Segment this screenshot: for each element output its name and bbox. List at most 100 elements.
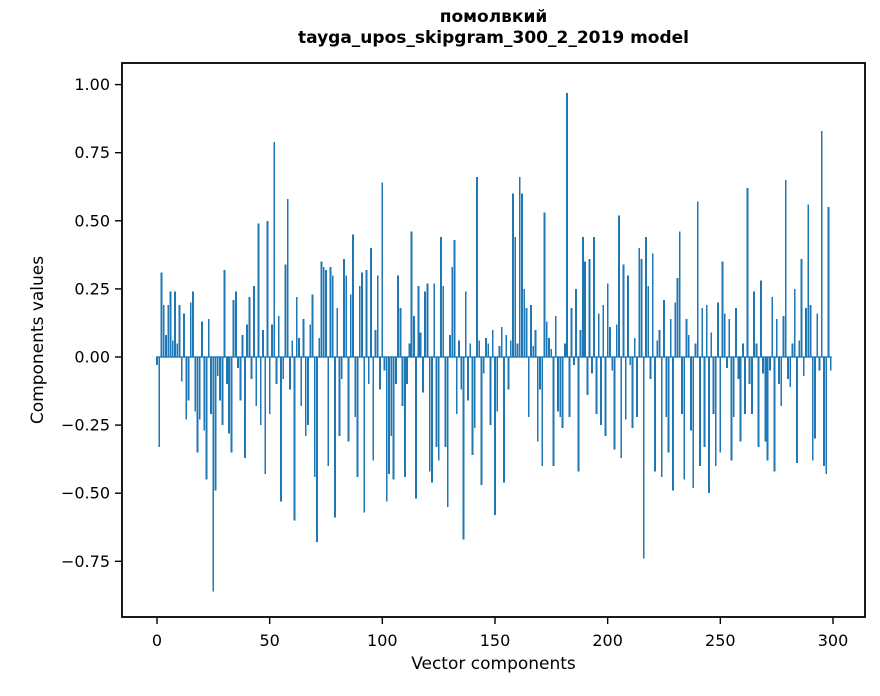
- bar: [735, 307, 737, 357]
- bar: [397, 275, 399, 357]
- bar: [406, 357, 409, 385]
- y-tick-label: −0.75: [61, 552, 110, 571]
- bar: [595, 357, 598, 415]
- bar: [255, 357, 258, 407]
- bar: [618, 215, 620, 357]
- bar: [367, 357, 370, 385]
- bar: [692, 357, 695, 488]
- bar: [638, 248, 641, 357]
- y-tick-label: −0.50: [61, 484, 110, 503]
- bar: [284, 264, 287, 357]
- bar: [327, 357, 330, 466]
- bar: [343, 258, 345, 357]
- bar: [613, 357, 616, 450]
- bar: [701, 307, 704, 357]
- bar: [714, 357, 717, 466]
- bar: [584, 261, 587, 357]
- bar: [825, 357, 828, 475]
- bar: [816, 313, 819, 357]
- bar: [512, 193, 514, 357]
- bar: [687, 335, 690, 357]
- bar: [307, 357, 309, 426]
- x-tick-label: 50: [259, 631, 279, 650]
- bar: [246, 324, 249, 357]
- bar: [381, 182, 384, 357]
- bar: [304, 357, 307, 436]
- y-tick-label: 0.50: [74, 211, 110, 230]
- bar: [426, 283, 429, 357]
- bar: [518, 177, 521, 357]
- bar: [372, 357, 375, 461]
- bar: [487, 343, 490, 357]
- bar: [503, 357, 505, 483]
- bar: [356, 357, 359, 477]
- bar: [295, 297, 298, 357]
- bar: [433, 283, 436, 357]
- bar: [165, 335, 167, 357]
- bar: [183, 313, 185, 357]
- bar: [207, 318, 210, 357]
- axes-frame: [121, 62, 866, 618]
- bar: [554, 316, 557, 357]
- bar: [156, 357, 158, 366]
- bar: [575, 288, 578, 357]
- x-tick-label: 100: [367, 631, 398, 650]
- bar: [196, 357, 199, 453]
- bar: [419, 332, 422, 357]
- bar: [561, 357, 564, 428]
- bar: [403, 357, 406, 477]
- bar: [708, 357, 710, 494]
- bar: [480, 357, 483, 486]
- bar: [726, 357, 728, 368]
- bar: [807, 204, 810, 357]
- bar: [275, 357, 278, 385]
- bar: [370, 248, 372, 357]
- bar: [417, 286, 420, 357]
- bar: [180, 357, 183, 382]
- bar: [703, 357, 706, 447]
- bar: [631, 357, 634, 428]
- chart-title-line1: помолвкий: [439, 7, 548, 27]
- bar: [541, 357, 544, 466]
- bar: [827, 207, 830, 357]
- bar: [690, 357, 692, 431]
- bar: [579, 329, 582, 357]
- bar: [440, 237, 442, 357]
- bar: [609, 327, 611, 357]
- bar: [744, 357, 747, 415]
- bar: [719, 357, 722, 453]
- bar: [237, 357, 240, 368]
- bar: [759, 280, 762, 357]
- bar: [586, 357, 589, 396]
- bar: [811, 357, 814, 461]
- bar: [264, 357, 267, 475]
- bar: [539, 357, 541, 390]
- bar: [633, 337, 636, 357]
- bar: [737, 357, 740, 379]
- bar: [363, 357, 366, 513]
- bar: [449, 335, 451, 357]
- bar: [228, 357, 231, 434]
- bar: [408, 343, 411, 357]
- bar: [322, 267, 325, 357]
- bar: [627, 275, 629, 357]
- bar: [536, 357, 539, 442]
- bar: [277, 316, 280, 357]
- bar: [818, 357, 821, 371]
- x-tick-label: 300: [818, 631, 849, 650]
- x-tick-label: 200: [592, 631, 623, 650]
- bar: [530, 305, 532, 357]
- bar: [545, 321, 548, 357]
- x-tick-label: 250: [705, 631, 736, 650]
- bar: [302, 318, 305, 357]
- bar: [723, 313, 726, 357]
- bar: [739, 357, 742, 442]
- bar: [496, 357, 499, 412]
- bar: [340, 357, 343, 379]
- bar: [185, 357, 188, 420]
- bar: [205, 357, 208, 480]
- bar: [347, 357, 350, 442]
- bar: [769, 357, 771, 371]
- bar: [705, 305, 708, 357]
- bar: [286, 199, 289, 357]
